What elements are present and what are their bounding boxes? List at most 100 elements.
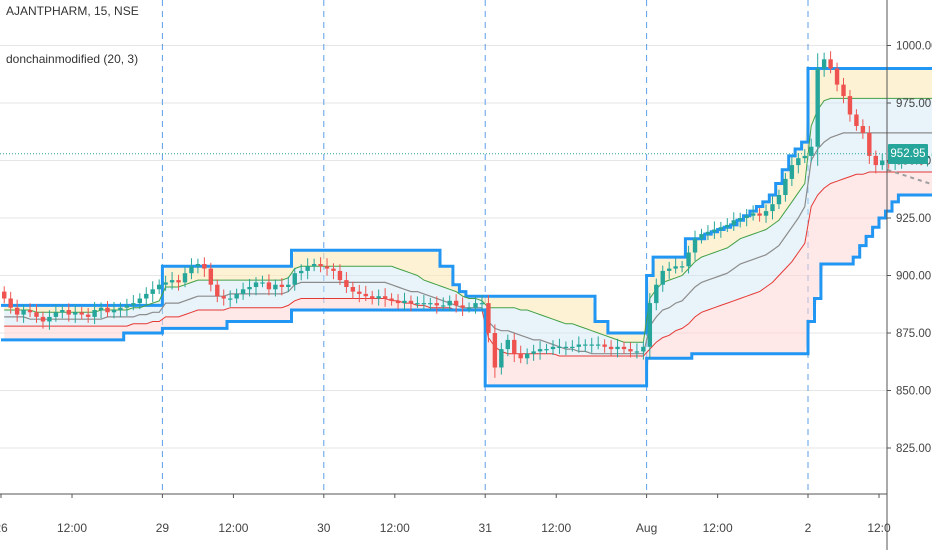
candle-body (73, 312, 78, 315)
candle-body (311, 264, 317, 267)
candle-body (60, 310, 65, 313)
candle-body (344, 280, 349, 287)
candle-body (679, 266, 685, 268)
candle-body (453, 300, 459, 306)
candle-body (382, 296, 388, 299)
candle-body (337, 270, 343, 281)
candle-body (357, 291, 362, 294)
candle-body (789, 165, 795, 179)
candle-body (802, 155, 807, 159)
time-tick-label: 26 (0, 521, 8, 535)
candle-body (518, 353, 523, 359)
candle-body (79, 312, 84, 315)
candle-body (2, 291, 7, 299)
candle-body (408, 300, 414, 304)
candle-body (621, 346, 627, 350)
candle-body (647, 303, 653, 347)
candle-body (389, 298, 394, 301)
candle-body (92, 310, 97, 317)
time-tick-label: 12:0 (867, 521, 891, 535)
symbol-legend: AJANTPHARM, 15, NSE (6, 4, 139, 18)
candle-body (563, 346, 569, 348)
price-axis[interactable]: 825.00850.00875.00900.00925.00950.00975.… (886, 0, 932, 550)
candle-body (744, 215, 749, 218)
price-tick-label: 850.00 (896, 386, 931, 398)
candle-body (421, 303, 427, 305)
candle-body (557, 346, 562, 348)
candle-body (169, 280, 175, 283)
candle-body (208, 268, 214, 285)
candle-body (531, 351, 536, 354)
candle-body (718, 227, 724, 230)
time-tick-label: 12:00 (380, 521, 410, 535)
candle-body (524, 353, 530, 359)
upper-band-fill (4, 68, 932, 343)
candle-body (247, 287, 252, 290)
channel-fills (4, 68, 932, 386)
candle-body (156, 284, 162, 290)
candle-body (163, 282, 168, 285)
candle-body (370, 296, 375, 299)
candle-body (305, 266, 310, 271)
candle-body (253, 282, 259, 287)
candle-body (750, 213, 756, 216)
candle-body (279, 284, 285, 287)
candle-body (124, 305, 130, 308)
candle-body (615, 346, 620, 350)
candle-body (847, 96, 853, 115)
candles (2, 51, 932, 378)
candle-body (266, 282, 272, 290)
candle-body (273, 284, 278, 290)
candle-body (105, 307, 110, 313)
candle-body (660, 270, 665, 285)
candle-body (673, 266, 678, 269)
candle-body (512, 339, 517, 354)
candle-body (363, 293, 368, 297)
candle-body (699, 234, 704, 239)
candle-body (692, 238, 698, 253)
candle-body (150, 289, 155, 294)
candle-body (602, 344, 607, 347)
time-tick-label: Aug (636, 521, 657, 535)
candle-body (499, 349, 504, 368)
candle-body (182, 273, 188, 283)
candle-body (583, 344, 588, 346)
candle-body (731, 220, 736, 225)
candle-body (492, 333, 498, 368)
candle-body (324, 266, 330, 269)
indicator-legend: donchainmodified (20, 3) (6, 52, 139, 66)
candle-body (137, 298, 143, 304)
price-tick-label: 900.00 (896, 271, 931, 283)
candle-body (738, 218, 743, 221)
candle-body (227, 298, 233, 300)
candle-body (776, 195, 782, 205)
candle-body (176, 280, 181, 283)
candle-body (66, 310, 71, 315)
candle-body (428, 303, 433, 305)
candle-body (8, 298, 13, 308)
candle-body (189, 266, 194, 274)
candle-body (796, 158, 801, 166)
candle-body (415, 303, 420, 305)
candle-body (570, 346, 575, 348)
time-axis[interactable]: 26 12:00 29 12:00 30 12:00 31 12:00 Aug 12:00 2 12:… (0, 493, 891, 535)
candle-body (85, 314, 91, 317)
candle-body (260, 282, 265, 284)
candle-body (589, 344, 594, 346)
candle-body (111, 310, 117, 313)
outer-upper-line (1, 67, 932, 335)
time-tick-label: 30 (317, 521, 331, 535)
candle-body (376, 296, 381, 299)
candle-body (131, 303, 136, 306)
candle-body (757, 213, 762, 216)
candle-body (841, 84, 846, 97)
price-tick-label: 825.00 (896, 443, 931, 455)
candle-body (854, 114, 859, 126)
candle-body (595, 344, 601, 346)
candle-body (318, 264, 323, 267)
time-tick-label: 29 (156, 521, 170, 535)
candle-body (240, 289, 246, 294)
candle-body (654, 284, 659, 304)
candle-body (221, 296, 226, 299)
